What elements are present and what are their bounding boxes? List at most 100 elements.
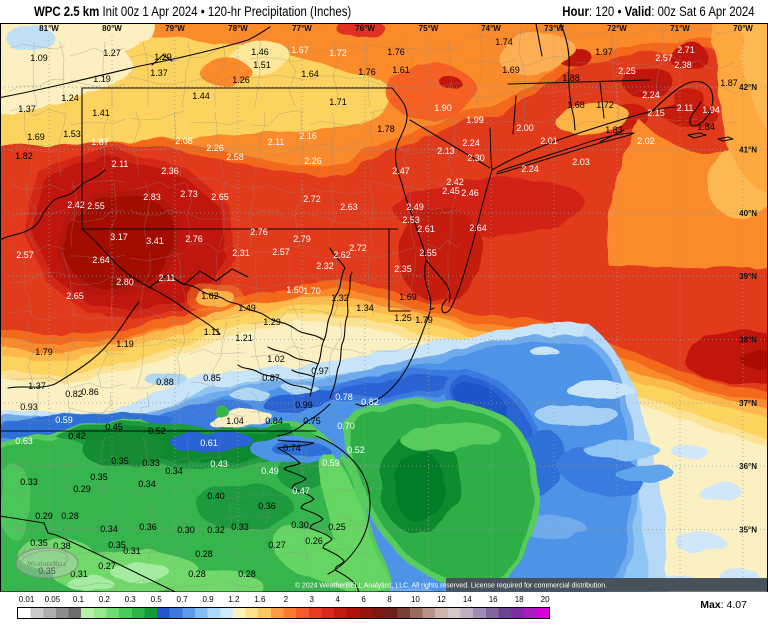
svg-text:1.99: 1.99	[466, 115, 484, 125]
svg-text:2.03: 2.03	[572, 157, 590, 167]
svg-text:0.31: 0.31	[70, 569, 88, 579]
svg-text:1.46: 1.46	[251, 47, 269, 57]
svg-text:2.25: 2.25	[618, 66, 636, 76]
svg-text:1.83: 1.83	[605, 125, 623, 135]
svg-text:1.76: 1.76	[358, 67, 376, 77]
svg-text:0.99: 0.99	[295, 400, 313, 410]
svg-text:1.27: 1.27	[103, 48, 121, 58]
svg-text:2.65: 2.65	[211, 192, 229, 202]
svg-text:2.15: 2.15	[647, 108, 665, 118]
svg-text:0.75: 0.75	[303, 416, 321, 426]
svg-text:1.90: 1.90	[434, 103, 452, 113]
svg-text:72°W: 72°W	[607, 24, 627, 33]
svg-text:2.35: 2.35	[394, 264, 412, 274]
svg-text:76°W: 76°W	[355, 24, 375, 33]
svg-text:0.93: 0.93	[20, 402, 38, 412]
svg-text:1.37: 1.37	[18, 104, 36, 114]
svg-text:1.02: 1.02	[267, 354, 285, 364]
svg-text:1.67: 1.67	[291, 45, 309, 55]
svg-text:41°N: 41°N	[739, 146, 757, 155]
svg-text:2.63: 2.63	[340, 202, 358, 212]
svg-text:77°W: 77°W	[292, 24, 312, 33]
svg-text:0.29: 0.29	[73, 484, 91, 494]
svg-text:0.28: 0.28	[238, 569, 256, 579]
svg-text:0.97: 0.97	[311, 366, 329, 376]
svg-text:2.11: 2.11	[268, 137, 285, 147]
svg-text:1.69: 1.69	[399, 292, 417, 302]
svg-text:2.00: 2.00	[516, 123, 534, 133]
svg-text:1.21: 1.21	[235, 333, 253, 343]
svg-text:0.32: 0.32	[207, 525, 225, 535]
svg-text:0.36: 0.36	[139, 522, 157, 532]
svg-text:0.86: 0.86	[81, 387, 99, 397]
svg-text:2.57: 2.57	[272, 247, 290, 257]
svg-text:0.59: 0.59	[55, 415, 73, 425]
svg-text:0.33: 0.33	[231, 522, 249, 532]
svg-text:0.82: 0.82	[65, 389, 83, 399]
svg-text:1.37: 1.37	[28, 381, 46, 391]
svg-text:40°N: 40°N	[739, 209, 757, 218]
svg-text:0.35: 0.35	[111, 456, 129, 466]
svg-text:0.88: 0.88	[156, 377, 174, 387]
svg-text:0.74: 0.74	[283, 443, 301, 453]
svg-text:39°N: 39°N	[739, 272, 757, 281]
svg-text:0.85: 0.85	[203, 373, 221, 383]
svg-text:2.38: 2.38	[674, 60, 692, 70]
svg-text:2.49: 2.49	[406, 202, 424, 212]
svg-text:2.26: 2.26	[206, 143, 224, 153]
svg-text:1.74: 1.74	[495, 37, 513, 47]
svg-text:0.63: 0.63	[15, 436, 33, 446]
svg-text:1.97: 1.97	[595, 47, 613, 57]
svg-text:2.46: 2.46	[461, 188, 479, 198]
svg-text:78°W: 78°W	[228, 24, 248, 33]
svg-text:2.80: 2.80	[116, 277, 134, 287]
svg-text:1.29: 1.29	[154, 52, 172, 62]
svg-text:1.24: 1.24	[61, 93, 79, 103]
svg-text:1.26: 1.26	[232, 75, 250, 85]
svg-text:0.30: 0.30	[291, 520, 309, 530]
svg-text:0.33: 0.33	[142, 458, 160, 468]
svg-text:0.70: 0.70	[337, 421, 355, 431]
svg-text:2.61: 2.61	[417, 224, 435, 234]
svg-text:2.42: 2.42	[446, 177, 464, 187]
svg-text:2.01: 2.01	[540, 136, 558, 146]
svg-text:42°N: 42°N	[739, 83, 757, 92]
svg-text:2.11: 2.11	[677, 103, 694, 113]
svg-text:1.72: 1.72	[329, 48, 347, 58]
svg-text:2.13: 2.13	[437, 146, 455, 156]
svg-text:0.35: 0.35	[108, 540, 126, 550]
svg-text:73°W: 73°W	[544, 24, 564, 33]
svg-text:2.76: 2.76	[185, 234, 203, 244]
svg-text:1.09: 1.09	[30, 53, 48, 63]
svg-text:WEATHERBELL: WEATHERBELL	[27, 560, 67, 568]
svg-text:1.71: 1.71	[329, 97, 347, 107]
svg-text:3.17: 3.17	[110, 232, 128, 242]
svg-text:1.04: 1.04	[226, 416, 244, 426]
svg-text:1.87: 1.87	[720, 78, 738, 88]
svg-text:© 2024 WeatherBELL Analytics,: © 2024 WeatherBELL Analytics, LLC. All r…	[295, 581, 607, 590]
svg-text:0.28: 0.28	[61, 511, 79, 521]
svg-text:2.64: 2.64	[469, 223, 487, 233]
svg-text:1.32: 1.32	[331, 293, 349, 303]
svg-text:2.53: 2.53	[402, 215, 420, 225]
svg-text:0.26: 0.26	[305, 536, 323, 546]
svg-text:2.11: 2.11	[159, 273, 176, 283]
svg-text:80°W: 80°W	[102, 24, 122, 33]
svg-text:2.30: 2.30	[467, 153, 485, 163]
svg-text:2.16: 2.16	[299, 131, 317, 141]
svg-text:0.42: 0.42	[68, 431, 86, 441]
svg-text:0.49: 0.49	[261, 466, 279, 476]
svg-text:1.19: 1.19	[116, 339, 134, 349]
svg-text:0.45: 0.45	[105, 422, 123, 432]
svg-text:0.52: 0.52	[148, 426, 166, 436]
svg-text:2.47: 2.47	[392, 166, 410, 176]
svg-text:0.28: 0.28	[188, 569, 206, 579]
svg-text:1.51: 1.51	[253, 60, 271, 70]
svg-text:0.36: 0.36	[258, 501, 276, 511]
svg-text:0.27: 0.27	[268, 540, 286, 550]
svg-text:0.34: 0.34	[165, 466, 183, 476]
svg-text:2.24: 2.24	[462, 138, 480, 148]
svg-text:75°W: 75°W	[419, 24, 439, 33]
svg-text:2.26: 2.26	[304, 156, 322, 166]
svg-text:1.79: 1.79	[35, 347, 53, 357]
